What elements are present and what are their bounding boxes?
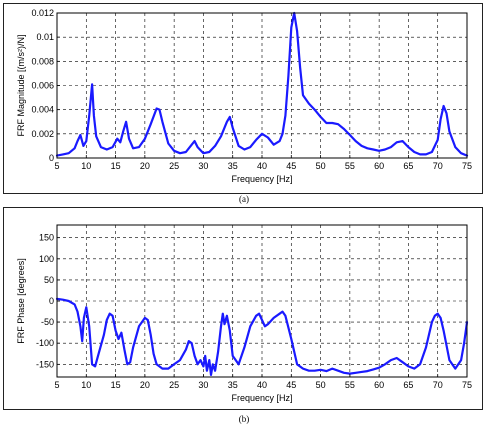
x-tick-label: 55 xyxy=(345,380,355,390)
y-tick-label: 0 xyxy=(49,296,54,306)
magnitude-chart: 5 10 15 20 25 30 35 40 45 50 55 60 65 70 75 0 0.002 0.004… xyxy=(16,8,472,184)
x-tick-label: 50 xyxy=(316,380,326,390)
x-tick-label: 20 xyxy=(140,380,150,390)
x-tick-label: 40 xyxy=(257,380,267,390)
x-axis-label: Frequency [Hz] xyxy=(231,174,292,184)
x-tick-label: 70 xyxy=(433,380,443,390)
x-tick-label: 60 xyxy=(374,161,384,171)
x-tick-label: 5 xyxy=(54,380,59,390)
y-axis-label: FRF Magnitude [(m/s²)/N] xyxy=(16,34,26,136)
x-tick-label: 5 xyxy=(54,161,59,171)
y-tick-label: 50 xyxy=(44,275,54,285)
x-tick-label: 30 xyxy=(198,161,208,171)
x-tick-label: 50 xyxy=(316,161,326,171)
x-tick-label: 75 xyxy=(462,161,472,171)
x-tick-label: 25 xyxy=(169,380,179,390)
y-tick-label: 0.008 xyxy=(31,56,54,66)
phase-chart: 5 10 15 20 25 30 35 40 45 50 55 60 65 70 75 -150 -100 -50… xyxy=(16,224,472,403)
x-tick-label: 20 xyxy=(140,161,150,171)
series-line xyxy=(55,297,469,376)
y-tick-label: 0.012 xyxy=(31,8,54,18)
x-tick-label: 10 xyxy=(81,161,91,171)
x-tick-label: 15 xyxy=(111,380,121,390)
magnitude-caption: (a) xyxy=(239,194,249,204)
x-tick-label: 70 xyxy=(433,161,443,171)
y-tick-label: 0.01 xyxy=(36,32,54,42)
y-tick-label: -50 xyxy=(41,317,54,327)
y-axis-label: FRF Phase [degrees] xyxy=(16,258,26,344)
x-tick-label: 15 xyxy=(111,161,121,171)
magnitude-panel: 5 10 15 20 25 30 35 40 45 50 55 60 65 70 75 0 0.002 0.004… xyxy=(3,3,483,194)
y-tick-label: 0.004 xyxy=(31,105,54,115)
y-tick-label: 0.002 xyxy=(31,129,54,139)
x-tick-label: 65 xyxy=(403,161,413,171)
x-tick-label: 10 xyxy=(81,380,91,390)
x-tick-label: 40 xyxy=(257,161,267,171)
x-tick-label: 30 xyxy=(198,380,208,390)
y-tick-label: -150 xyxy=(36,359,54,369)
y-tick-label: 0.006 xyxy=(31,81,54,91)
x-tick-label: 65 xyxy=(403,380,413,390)
x-tick-label: 45 xyxy=(286,380,296,390)
x-tick-label: 55 xyxy=(345,161,355,171)
y-tick-label: 100 xyxy=(39,254,54,264)
series-line xyxy=(55,11,469,157)
x-axis-label: Frequency [Hz] xyxy=(231,393,292,403)
x-tick-label: 35 xyxy=(228,380,238,390)
x-tick-label: 60 xyxy=(374,380,384,390)
x-tick-label: 75 xyxy=(462,380,472,390)
x-tick-label: 35 xyxy=(228,161,238,171)
phase-panel: 5 10 15 20 25 30 35 40 45 50 55 60 65 70 75 -150 -100 -50… xyxy=(3,207,483,410)
x-tick-label: 45 xyxy=(286,161,296,171)
x-tick-label: 25 xyxy=(169,161,179,171)
y-tick-label: 150 xyxy=(39,233,54,243)
y-tick-label: -100 xyxy=(36,338,54,348)
y-tick-label: 0 xyxy=(49,153,54,163)
phase-caption: (b) xyxy=(238,414,250,424)
